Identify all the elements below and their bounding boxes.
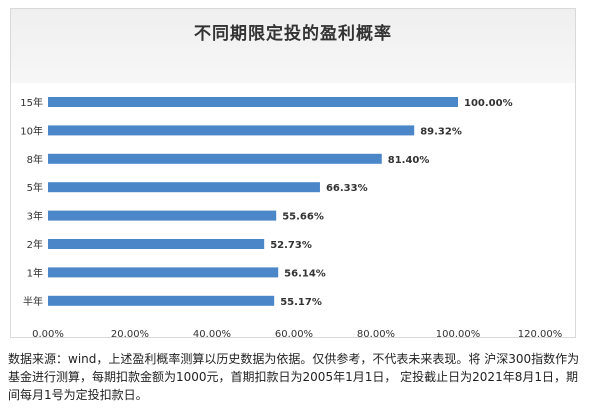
x-tick-label: 40.00% <box>193 329 231 339</box>
x-tick-label: 80.00% <box>357 329 395 339</box>
category-label: 5年 <box>27 181 43 194</box>
data-label: 55.17% <box>280 297 322 308</box>
bar <box>48 125 415 136</box>
chart-container: 不同期限定投的盈利概率 15年 100.00% 10年 89.32% 8年 81.40% 5… <box>10 8 576 339</box>
category-label: 8年 <box>27 153 43 166</box>
category-label: 2年 <box>27 238 43 251</box>
data-label: 55.66% <box>282 212 324 223</box>
bar <box>48 210 277 221</box>
data-label: 89.32% <box>420 126 462 137</box>
x-tick-label: 100.00% <box>436 329 481 339</box>
chart-header-band <box>11 9 575 83</box>
x-tick-label: 120.00% <box>518 329 563 339</box>
bar-chart: 15年 100.00% 10年 89.32% 8年 81.40% 5年 66.33% 3年 55.… <box>20 96 563 339</box>
category-label: 15年 <box>20 96 43 109</box>
bar <box>48 97 458 107</box>
data-label: 100.00% <box>464 98 513 109</box>
bar <box>48 267 279 278</box>
x-tick-label: 0.00% <box>32 329 64 339</box>
category-label: 3年 <box>27 210 43 223</box>
data-label: 52.73% <box>270 240 312 251</box>
category-label: 半年 <box>23 295 43 308</box>
bar <box>48 182 320 193</box>
bar <box>48 295 275 306</box>
bar <box>48 239 265 249</box>
chart-title: 不同期限定投的盈利概率 <box>194 24 392 44</box>
data-label: 56.14% <box>284 268 326 279</box>
data-label: 66.33% <box>326 183 368 194</box>
x-tick-label: 20.00% <box>111 329 149 339</box>
category-label: 10年 <box>20 124 43 137</box>
data-label: 81.40% <box>388 155 430 166</box>
x-tick-label: 60.00% <box>275 329 313 339</box>
bar <box>48 153 382 164</box>
data-source-footnote: 数据来源：wind，上述盈利概率测算以历史数据为依据。仅供参考，不代表未来表现。… <box>8 352 580 402</box>
category-label: 1年 <box>27 266 43 279</box>
